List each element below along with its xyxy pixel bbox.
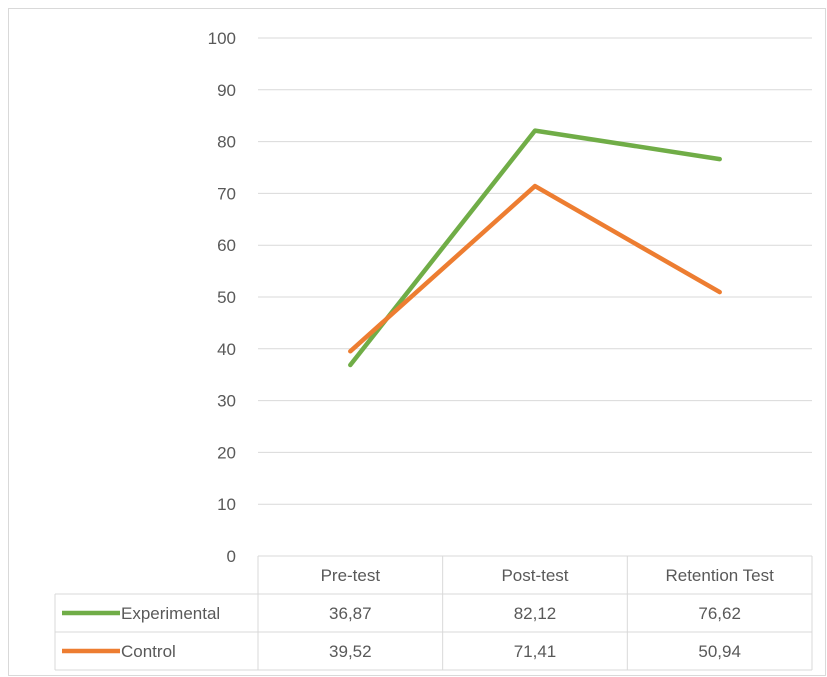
legend-series-name: Experimental [121,604,220,623]
y-tick-label: 90 [217,81,236,100]
data-value-cell: 36,87 [329,604,372,623]
y-tick-label: 30 [217,392,236,411]
y-tick-label: 0 [227,547,236,566]
x-category-label: Retention Test [665,566,774,585]
y-axis-ticks: 0 10 20 30 40 50 60 70 80 90 100 [208,29,236,566]
y-tick-label: 100 [208,29,236,48]
y-tick-label: 60 [217,236,236,255]
legend-series-name: Control [121,642,176,661]
y-tick-label: 50 [217,288,236,307]
data-table: Pre-test Post-test Retention Test Experimen… [54,555,813,671]
y-tick-label: 70 [217,184,236,203]
y-tick-label: 80 [217,133,236,152]
x-category-label: Pre-test [321,566,381,585]
data-value-cell: 76,62 [698,604,741,623]
x-category-label: Post-test [501,566,568,585]
y-tick-label: 10 [217,495,236,514]
y-tick-label: 40 [217,340,236,359]
series-line-experimental [348,128,722,368]
data-value-cell: 50,94 [698,642,741,661]
data-value-cell: 71,41 [514,642,557,661]
data-value-cell: 82,12 [514,604,557,623]
series-lines [348,128,722,368]
gridlines [258,37,812,505]
y-tick-label: 20 [217,443,236,462]
series-line-control [348,183,722,354]
chart-frame [8,8,826,676]
data-value-cell: 39,52 [329,642,372,661]
